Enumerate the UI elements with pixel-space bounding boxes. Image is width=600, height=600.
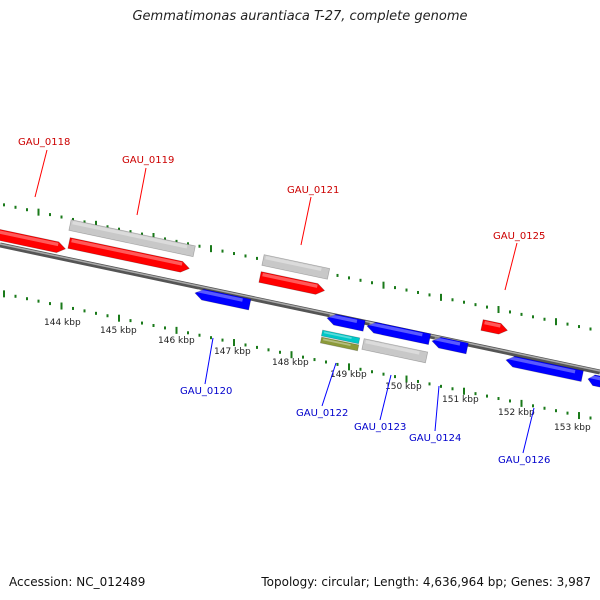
gene-GAU-0121	[258, 271, 326, 295]
feature-grey-3	[361, 338, 429, 364]
forward-gene-label: GAU_0119	[122, 155, 174, 166]
accession-label: Accession: NC_012489	[9, 575, 146, 589]
kbp-label: 147 kbp	[214, 347, 251, 357]
genome-summary: Topology: circular; Length: 4,636,964 bp…	[261, 575, 591, 589]
gene-partial	[587, 374, 600, 389]
reverse-gene-label: GAU_0122	[296, 408, 348, 419]
gene-GAU-0124	[431, 336, 469, 355]
feature-grey-2	[261, 254, 331, 280]
rna-feature-1	[320, 329, 361, 345]
kbp-label: 153 kbp	[554, 423, 591, 433]
genome-backbone	[0, 242, 600, 375]
rna-feature-2	[319, 336, 360, 352]
reverse-tick-track	[3, 290, 592, 420]
reverse-gene-label: GAU_0126	[498, 455, 550, 466]
reverse-gene-label: GAU_0124	[409, 433, 461, 444]
kbp-label: 146 kbp	[158, 336, 195, 346]
gene-GAU-0118	[0, 228, 67, 253]
reverse-gene-label: GAU_0120	[180, 386, 232, 397]
gene-GAU-0119	[67, 237, 190, 273]
gene-GAU-0125	[480, 319, 509, 335]
kbp-label: 145 kbp	[100, 326, 137, 336]
kbp-label: 150 kbp	[385, 382, 422, 392]
reverse-gene-label: GAU_0123	[354, 422, 406, 433]
kbp-label: 144 kbp	[44, 318, 81, 328]
gene-GAU-0122	[326, 313, 366, 332]
kbp-label: 149 kbp	[330, 370, 367, 380]
kbp-label: 148 kbp	[272, 358, 309, 368]
gene-GAU-0126	[505, 355, 584, 382]
forward-gene-label: GAU_0121	[287, 185, 339, 196]
gene-features	[0, 219, 600, 389]
kbp-label: 152 kbp	[498, 408, 535, 418]
forward-gene-label: GAU_0118	[18, 137, 70, 148]
map-title: Gemmatimonas aurantiaca T-27, complete g…	[132, 9, 468, 24]
gene-GAU-0120	[194, 288, 252, 311]
gene-labels: GAU_0118 GAU_0119 GAU_0121 GAU_0125 GAU_0120…	[18, 137, 550, 466]
gene-GAU-0123	[366, 321, 432, 346]
kbp-label: 151 kbp	[442, 395, 479, 405]
position-labels: 144 kbp 145 kbp 146 kbp 147 kbp 148 kbp 149 k…	[44, 318, 591, 433]
forward-gene-label: GAU_0125	[493, 231, 545, 242]
feature-grey-1	[68, 219, 196, 258]
